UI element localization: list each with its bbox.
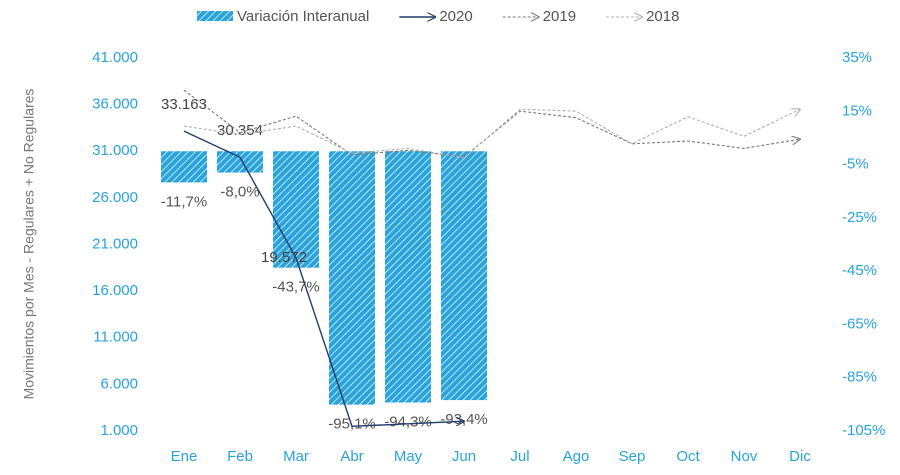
bar [217,151,263,173]
y-tick-label: 41.000 [92,49,138,66]
x-tick-label: Abr [340,448,363,465]
y2-tick-label: 15% [842,102,872,119]
x-tick-label: Ene [171,448,198,465]
legend-label: 2020 [439,8,472,25]
line-value-label: 19.572 [261,249,307,266]
x-tick-label: Feb [227,448,253,465]
x-tick-label: Nov [731,448,758,465]
y-tick-label: 21.000 [92,235,138,252]
y2-tick-label: -105% [842,422,885,439]
x-tick-label: Dic [789,448,811,465]
y-tick-label: 16.000 [92,282,138,299]
x-tick-label: Ago [563,448,590,465]
y-tick-label: 6.000 [100,375,138,392]
legend-label: Variación Interanual [237,8,369,25]
y2-tick-label: -85% [842,369,877,386]
bar-value-label: -94,3% [384,413,432,430]
y-tick-label: 11.000 [93,329,138,346]
legend-swatch [197,11,233,21]
y-tick-label: 1.000 [100,422,138,439]
y-axis-label: Movimientos por Mes - Regulares + No Reg… [21,89,37,400]
line-2018 [183,109,800,159]
legend-label: 2019 [543,8,576,25]
bar-value-label: -95,1% [328,416,376,433]
bar [385,151,431,403]
legend-label: 2018 [646,8,679,25]
bar [441,151,487,401]
y2-tick-label: 35% [842,49,872,66]
bar-value-label: -11,7% [161,193,207,210]
line-2020 [183,130,464,428]
x-tick-label: Oct [676,448,700,465]
bar-value-label: -43,7% [272,279,320,296]
x-tick-label: Jul [510,448,529,465]
y2-tick-label: -45% [842,262,877,279]
y2-tick-label: -25% [842,209,877,226]
bar [273,151,319,268]
x-tick-label: Sep [619,448,646,465]
x-tick-label: May [394,448,423,465]
y-tick-label: 26.000 [92,189,138,206]
bar [161,151,207,183]
y-tick-label: 31.000 [92,142,138,159]
y2-tick-label: -65% [842,315,877,332]
bar-value-label: -93,4% [440,411,488,428]
y-tick-label: 36.000 [92,96,138,113]
x-tick-label: Jun [452,448,476,465]
bar [329,151,375,405]
line-value-label: 33.163 [161,96,207,113]
x-tick-label: Mar [283,448,309,465]
line-value-label: 30.354 [217,122,263,139]
y2-tick-label: -5% [842,156,869,173]
bar-value-label: -8,0% [220,184,259,201]
